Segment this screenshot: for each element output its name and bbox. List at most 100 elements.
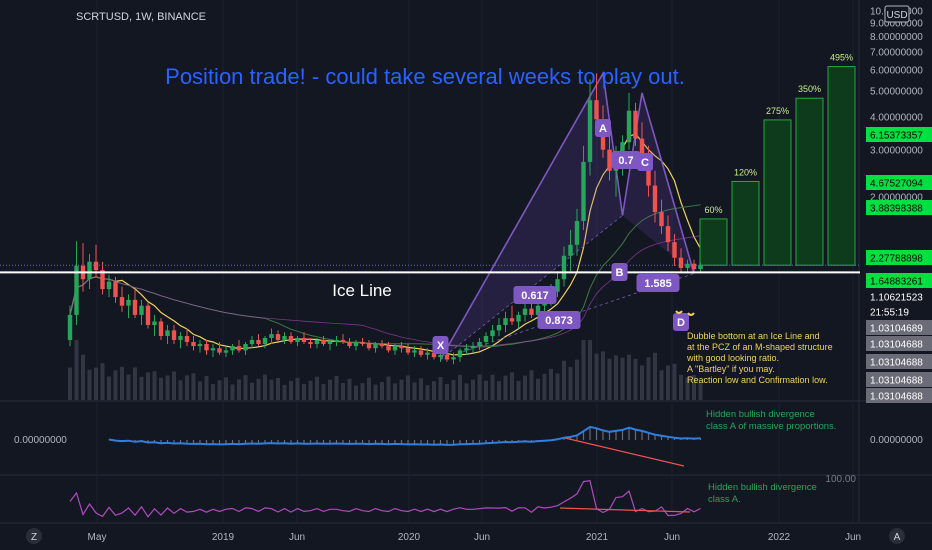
- time-tick-label: Jun: [474, 532, 490, 543]
- candle-body: [262, 337, 268, 345]
- volume-bar: [542, 373, 547, 400]
- volume-bar: [614, 355, 618, 400]
- candle-body: [529, 308, 534, 315]
- candle-body: [659, 212, 664, 227]
- pattern-note-line: with good looking ratio.: [686, 353, 779, 363]
- macd-axis-label: 0.00000000: [870, 435, 923, 446]
- volume-bar: [692, 375, 696, 400]
- pattern-note-line: Reaction low and Confirmation low.: [687, 375, 828, 385]
- candle-body: [568, 244, 573, 256]
- volume-bar: [471, 379, 475, 400]
- volume-bar: [282, 384, 287, 400]
- candle-body: [477, 341, 482, 347]
- volume-bar: [594, 353, 599, 400]
- volume-bar: [289, 380, 293, 400]
- candle-body: [126, 299, 131, 306]
- candle-body: [691, 263, 697, 270]
- ratio-ac-label: 0.7: [618, 155, 633, 167]
- volume-bar: [139, 376, 144, 400]
- candle-body: [334, 339, 339, 342]
- candle-body: [574, 221, 580, 245]
- candle-body: [522, 308, 528, 315]
- time-tick-label: Jun: [289, 532, 305, 543]
- volume-bar: [113, 370, 118, 400]
- ma-long-line: [69, 235, 701, 347]
- volume-bar: [640, 365, 644, 400]
- volume-bar: [497, 381, 501, 400]
- candle-body: [639, 138, 645, 158]
- candle-body: [425, 352, 430, 355]
- candle-body: [321, 339, 326, 345]
- volume-bar: [425, 385, 430, 400]
- candle-body: [503, 318, 508, 325]
- price-label-box: [866, 354, 932, 369]
- candle-body: [405, 348, 411, 353]
- macd-line: [108, 425, 701, 446]
- volume-bar: [198, 381, 202, 400]
- price-label-text: 1.03104688: [870, 358, 923, 369]
- volume-bar: [451, 379, 456, 400]
- time-tick-label: Jun: [664, 532, 680, 543]
- time-axis[interactable]: May 2019 Jun 2020 Jun 2021 Jun 2022 Jun Z A: [26, 528, 905, 544]
- target-percent-label: 275%: [766, 106, 789, 116]
- price-tick-label: 3.00000000: [870, 146, 923, 157]
- candle-body: [158, 321, 164, 337]
- price-label-box: [866, 289, 932, 304]
- candle-body: [301, 337, 307, 342]
- volume-bar: [620, 357, 625, 400]
- candle-body: [119, 297, 125, 306]
- volume-bar: [510, 372, 514, 400]
- point-b-badge: [611, 263, 628, 281]
- price-label-text: 2.27788898: [870, 254, 923, 265]
- volume-bar: [237, 379, 241, 400]
- pattern-note-line: A "Bartley" if you may.: [687, 364, 775, 374]
- price-tick-label: 8.00000000: [870, 32, 923, 43]
- volume-bar: [211, 384, 215, 400]
- candle-body: [152, 321, 157, 325]
- point-x-badge: [432, 336, 449, 354]
- volume-bar: [185, 375, 189, 400]
- candle-body: [646, 157, 651, 186]
- candle-body: [698, 264, 703, 270]
- price-label-box: [866, 127, 932, 142]
- volume-bar: [276, 377, 280, 400]
- volume-bar: [360, 383, 365, 400]
- volume-bar: [224, 377, 228, 400]
- candle-body: [594, 100, 599, 120]
- volume-bar: [549, 368, 553, 400]
- price-label-text: 1.03104688: [870, 340, 923, 351]
- macd-pane: [108, 425, 702, 467]
- ratio-xad-badge: [537, 311, 581, 329]
- volume-bar: [172, 371, 176, 400]
- volume-bar: [328, 379, 332, 400]
- price-axis[interactable]: 10.00000009.000000008.000000007.00000000…: [866, 5, 932, 446]
- ratio-ac-badge: [611, 151, 641, 169]
- price-label-text: 1.10621523: [870, 293, 923, 304]
- auto-scale-button: [889, 528, 905, 544]
- price-tick-label: 7.00000000: [870, 48, 923, 59]
- candle-body: [516, 314, 521, 322]
- time-tick-label: 2019: [212, 532, 235, 543]
- volume-bar: [74, 340, 79, 400]
- volume-bar: [256, 378, 261, 400]
- annotations: SCRTUSD, 1W, BINANCE Position trade! - co…: [14, 11, 836, 505]
- volume-bar: [250, 382, 254, 400]
- candle-body: [633, 110, 638, 139]
- currency-badge-label: USD: [886, 10, 907, 21]
- volume-bar: [107, 376, 111, 400]
- volume-bar: [659, 370, 664, 400]
- price-label-text: 6.15373357: [870, 131, 923, 142]
- volume-bar: [165, 375, 170, 400]
- time-tick-label: 2022: [768, 532, 791, 543]
- volume-bar: [419, 378, 423, 400]
- candle-body: [347, 341, 352, 347]
- rsi-note-line: Hidden bullish divergence: [708, 482, 817, 493]
- volume-bar: [146, 372, 150, 400]
- volume-bar: [581, 340, 586, 400]
- candle-body: [197, 344, 203, 347]
- price-label-box: [866, 200, 932, 215]
- volume-bar: [562, 360, 566, 400]
- bcd-triangle: [622, 92, 694, 274]
- volume-bar: [94, 367, 98, 400]
